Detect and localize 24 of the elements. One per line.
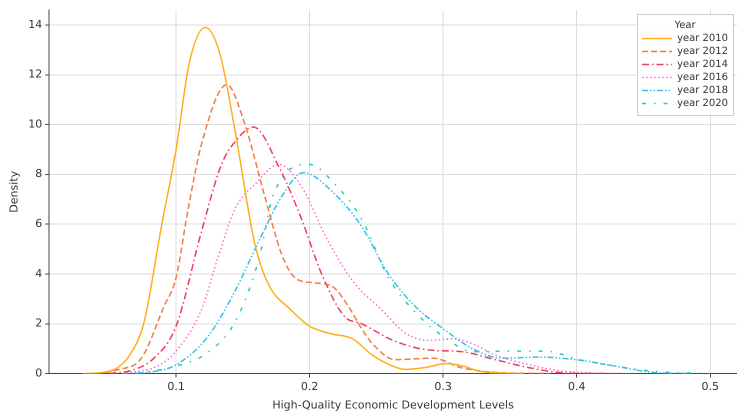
x-axis-title: High-Quality Economic Development Levels bbox=[272, 398, 514, 412]
y-axis-title: Density bbox=[7, 170, 20, 213]
legend-label: year 2012 bbox=[677, 46, 728, 58]
legend-label: year 2010 bbox=[677, 33, 728, 44]
x-tick-label: 0.3 bbox=[434, 380, 452, 394]
legend-label: year 2016 bbox=[677, 72, 728, 84]
y-tick-label: 0 bbox=[35, 366, 42, 380]
x-tick-label: 0.1 bbox=[167, 380, 185, 394]
legend-title: Year bbox=[673, 20, 697, 32]
y-tick-label: 8 bbox=[35, 167, 42, 180]
x-tick-label: 0.2 bbox=[300, 380, 318, 394]
y-tick-label: 4 bbox=[35, 266, 42, 280]
y-tick-label: 6 bbox=[35, 217, 42, 230]
legend-label: year 2018 bbox=[677, 85, 728, 96]
y-tick-label: 2 bbox=[35, 316, 42, 330]
legend-label: year 2020 bbox=[677, 98, 728, 110]
y-tick-label: 10 bbox=[28, 117, 42, 130]
y-tick-label: 12 bbox=[28, 68, 42, 81]
legend-label: year 2014 bbox=[677, 59, 728, 70]
line-series bbox=[108, 126, 604, 374]
line-series bbox=[82, 26, 524, 374]
x-tick-label: 0.5 bbox=[702, 380, 720, 394]
x-tick-label: 0.4 bbox=[568, 380, 586, 394]
y-tick-label: 14 bbox=[28, 18, 42, 31]
